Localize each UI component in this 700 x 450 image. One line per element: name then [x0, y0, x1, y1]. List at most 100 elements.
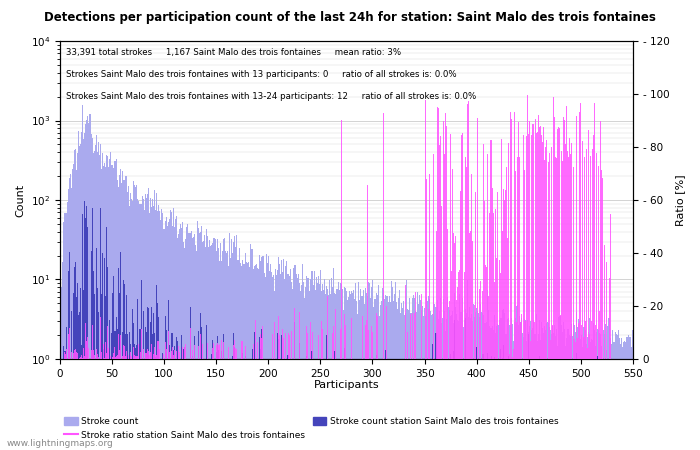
Bar	[119, 293, 120, 450]
Bar	[69, 252, 70, 450]
Bar	[540, 359, 542, 450]
Bar	[564, 359, 565, 450]
Bar	[335, 294, 337, 450]
Bar	[323, 290, 324, 450]
Bar	[298, 274, 299, 450]
Bar	[206, 325, 207, 450]
Bar	[539, 320, 540, 450]
Bar	[97, 153, 98, 450]
Bar	[294, 266, 295, 450]
Bar	[73, 293, 74, 450]
Bar	[568, 329, 569, 450]
Bar	[435, 333, 437, 450]
Bar	[444, 359, 445, 450]
Bar	[344, 348, 345, 450]
Bar	[454, 320, 455, 450]
Bar	[514, 318, 516, 450]
Bar	[306, 356, 307, 450]
Bar	[251, 249, 252, 450]
Bar	[348, 297, 349, 450]
Bar	[429, 299, 430, 450]
Bar	[631, 347, 633, 450]
Bar	[441, 324, 442, 450]
Bar	[150, 198, 151, 450]
Bar	[82, 214, 83, 450]
Bar	[438, 319, 439, 450]
Bar	[81, 132, 82, 450]
Bar	[602, 359, 603, 450]
Bar	[469, 359, 470, 450]
Bar	[539, 356, 540, 450]
Bar	[569, 334, 570, 450]
Bar	[500, 318, 501, 450]
Bar	[578, 359, 580, 450]
Bar	[127, 334, 128, 450]
Bar	[265, 254, 267, 450]
Bar	[158, 317, 160, 450]
Bar	[484, 359, 486, 450]
Bar	[363, 304, 365, 450]
Bar	[259, 256, 260, 450]
Bar	[593, 323, 594, 450]
Bar	[365, 293, 367, 450]
Bar	[595, 346, 596, 450]
Bar	[220, 351, 222, 450]
Bar	[548, 323, 549, 450]
Text: Detections per participation count of the last 24h for station: Saint Malo des t: Detections per participation count of th…	[44, 11, 656, 24]
Bar	[566, 359, 567, 450]
Bar	[447, 297, 448, 450]
Bar	[136, 185, 137, 450]
Bar	[582, 347, 584, 450]
Bar	[561, 332, 563, 450]
Bar	[486, 290, 488, 450]
Bar	[227, 359, 228, 450]
Bar	[559, 359, 561, 450]
Bar	[132, 201, 133, 450]
Bar	[559, 316, 561, 450]
Bar	[451, 359, 452, 450]
Bar	[241, 353, 243, 450]
Bar	[176, 338, 177, 450]
Bar	[284, 279, 286, 450]
Bar	[177, 238, 178, 450]
Bar	[261, 257, 262, 450]
Bar	[145, 194, 146, 450]
Bar	[626, 337, 627, 450]
Bar	[106, 155, 107, 450]
Bar	[405, 312, 406, 450]
Bar	[510, 359, 512, 450]
Bar	[395, 282, 396, 450]
Bar	[416, 292, 418, 450]
Bar	[322, 284, 323, 450]
Bar	[326, 286, 327, 450]
Bar	[173, 208, 174, 450]
Bar	[203, 241, 204, 450]
Bar	[325, 294, 326, 450]
Bar	[195, 245, 196, 450]
Bar	[535, 359, 536, 450]
Bar	[88, 123, 90, 450]
Bar	[547, 322, 548, 450]
Bar	[557, 346, 559, 450]
Bar	[563, 322, 564, 450]
Bar	[456, 359, 457, 450]
Bar	[542, 359, 544, 450]
Bar	[575, 332, 576, 450]
Bar	[564, 329, 565, 450]
Bar	[284, 359, 286, 450]
Bar	[540, 322, 542, 450]
Bar	[282, 359, 284, 450]
Bar	[424, 308, 425, 450]
Bar	[471, 314, 472, 450]
Bar	[538, 334, 539, 450]
Bar	[345, 359, 346, 450]
Bar	[379, 316, 380, 450]
Bar	[360, 289, 361, 450]
Bar	[620, 343, 621, 450]
Bar	[600, 359, 601, 450]
Bar	[162, 213, 164, 450]
Bar	[271, 272, 272, 450]
Text: Strokes Saint Malo des trois fontaines with 13-24 participants: 12     ratio of : Strokes Saint Malo des trois fontaines w…	[66, 92, 476, 101]
Bar	[361, 297, 363, 450]
Bar	[129, 206, 130, 450]
